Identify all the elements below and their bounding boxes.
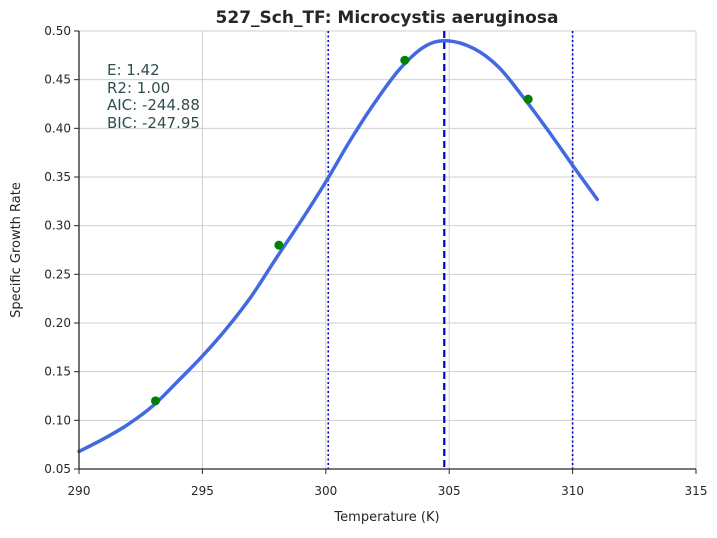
x-tick-label: 310	[561, 484, 584, 498]
y-axis-label: Specific Growth Rate	[9, 182, 24, 318]
stat-energy: E: 1.42	[107, 61, 160, 79]
stat-aic: AIC: -244.88	[107, 96, 200, 114]
observed-point	[274, 240, 284, 250]
x-tick-label: 300	[314, 484, 337, 498]
chart-title: 527_Sch_TF: Microcystis aeruginosa	[216, 8, 559, 28]
y-tick-label: 0.25	[44, 267, 71, 281]
y-tick-label: 0.05	[44, 462, 71, 476]
fit-statistics: E: 1.42 R2: 1.00 AIC: -244.88 BIC: -247.…	[107, 61, 200, 132]
x-axis-label: Temperature (K)	[333, 510, 439, 525]
y-tick-label: 0.45	[44, 73, 71, 87]
y-tick-label: 0.50	[44, 24, 71, 38]
fitted-curve-line	[77, 38, 600, 454]
x-tick-label: 290	[68, 484, 91, 498]
x-tick-label: 305	[438, 484, 461, 498]
observed-point	[523, 94, 533, 104]
y-tick-label: 0.20	[44, 316, 71, 330]
y-tick-label: 0.40	[44, 121, 71, 135]
series-layer	[77, 38, 600, 454]
y-tick-label: 0.30	[44, 219, 71, 233]
observed-point	[400, 55, 410, 65]
reference-lines	[327, 31, 574, 469]
stat-bic: BIC: -247.95	[107, 114, 200, 132]
stat-r2: R2: 1.00	[107, 79, 170, 97]
y-tick-label: 0.15	[44, 365, 71, 379]
x-tick-label: 295	[191, 484, 214, 498]
axes	[78, 31, 696, 470]
x-tick-label: 315	[685, 484, 708, 498]
tick-labels: 0.05 0.10 0.15 0.20 0.25 0.30 0.35 0.40 0.45 0.50…	[44, 24, 707, 498]
observed-point	[151, 396, 161, 406]
y-tick-label: 0.35	[44, 170, 71, 184]
y-tick-label: 0.10	[44, 413, 71, 427]
